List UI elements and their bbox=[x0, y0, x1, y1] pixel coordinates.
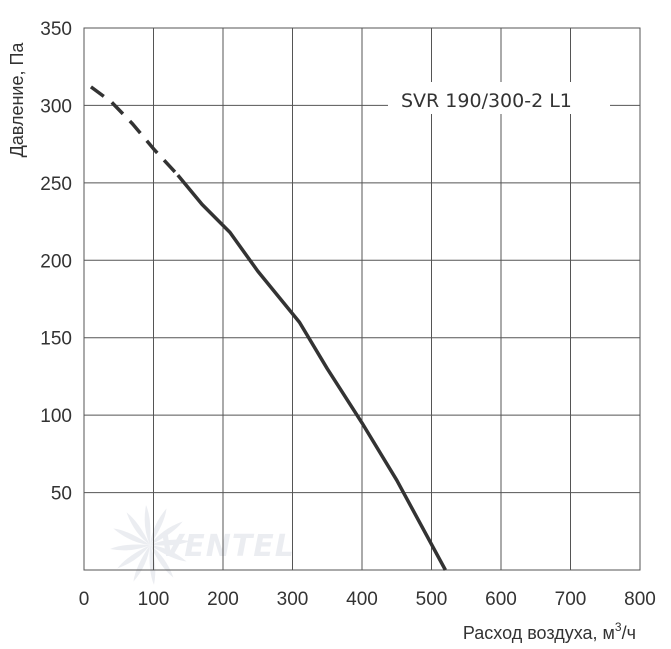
fan-blade-icon bbox=[150, 539, 190, 546]
x-axis-label-suffix: /ч bbox=[622, 623, 636, 643]
y-axis-label: Давление, Па bbox=[7, 42, 27, 158]
y-tick-label: 300 bbox=[40, 96, 72, 117]
x-tick-label: 300 bbox=[277, 589, 309, 610]
fan-blade-icon bbox=[149, 545, 156, 585]
series-curve bbox=[89, 85, 447, 571]
y-tick-label: 50 bbox=[51, 484, 72, 505]
x-tick-label: 400 bbox=[346, 589, 378, 610]
fan-blade-icon bbox=[150, 545, 187, 562]
fan-blade-icon bbox=[150, 508, 167, 545]
x-tick-label: 200 bbox=[207, 589, 239, 610]
annotation-background bbox=[388, 82, 610, 114]
x-tick-label: 700 bbox=[555, 589, 587, 610]
x-tick-label: 600 bbox=[485, 589, 517, 610]
y-tick-labels: 50 100 150 200 250 300 350 bbox=[40, 19, 72, 505]
series-line bbox=[176, 173, 447, 571]
x-tick-label: 100 bbox=[138, 589, 170, 610]
fan-blade-icon bbox=[150, 545, 174, 578]
ventel-logo-watermark: VENTEL bbox=[110, 505, 295, 585]
y-tick-label: 250 bbox=[40, 174, 72, 195]
x-axis-label-sup: 3 bbox=[615, 620, 622, 634]
fan-blade-icon bbox=[113, 528, 150, 545]
series-line-dashed bbox=[89, 85, 180, 177]
fan-blade-icon bbox=[133, 545, 150, 582]
fan-blade-icon bbox=[144, 505, 151, 545]
model-annotation: SVR 190/300-2 L1 bbox=[401, 90, 572, 112]
x-axis-label-main: Расход воздуха, м bbox=[463, 623, 615, 643]
y-tick-label: 150 bbox=[40, 329, 72, 350]
x-tick-label: 0 bbox=[79, 589, 90, 610]
fan-blade-icon bbox=[150, 521, 183, 545]
fan-blade-icon bbox=[117, 545, 150, 569]
fan-blade-icon bbox=[126, 512, 150, 545]
y-tick-label: 100 bbox=[40, 406, 72, 427]
x-axis-label: Расход воздуха, м3/ч bbox=[463, 620, 636, 643]
y-tick-label: 350 bbox=[40, 19, 72, 40]
x-tick-label: 800 bbox=[624, 589, 656, 610]
watermark-text: VENTEL bbox=[160, 529, 295, 564]
y-tick-label: 200 bbox=[40, 251, 72, 272]
x-tick-label: 500 bbox=[416, 589, 448, 610]
x-tick-labels: 0 100 200 300 400 500 600 700 800 bbox=[79, 589, 656, 610]
fan-blade-icon bbox=[110, 544, 150, 551]
